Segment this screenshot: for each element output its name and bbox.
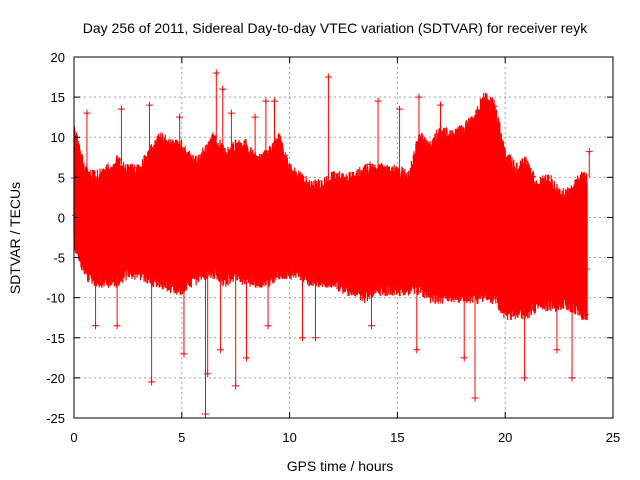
y-tick-label: -20: [46, 371, 65, 386]
outlier-point: [585, 148, 593, 156]
x-tick-label: 0: [70, 430, 77, 445]
tick-label-layer: -25 -20 -15 -10 -5 0 5 10 15 20 0 5 10 15 20 25: [46, 50, 620, 445]
outlier-point: [83, 109, 91, 117]
y-tick-label: 10: [51, 130, 65, 145]
outlier-point: [176, 113, 184, 121]
data-point: [366, 161, 373, 168]
outlier-point: [113, 322, 121, 330]
y-tick-label: 0: [58, 210, 65, 225]
outlier-point: [553, 346, 561, 354]
y-tick-label: 5: [58, 170, 65, 185]
x-axis-label: GPS time / hours: [287, 458, 394, 474]
outlier-point: [145, 101, 153, 109]
outlier-point: [219, 85, 227, 93]
outlier-point: [413, 346, 421, 354]
y-axis-label: SDTVAR / TECUs: [7, 182, 23, 294]
data-point: [491, 103, 498, 110]
outlier-point: [271, 97, 279, 105]
outlier-point: [217, 346, 225, 354]
outlier-point: [148, 378, 156, 386]
y-tick-label: -25: [46, 411, 65, 426]
x-tick-label: 20: [498, 430, 512, 445]
y-tick-label: 15: [51, 90, 65, 105]
outlier-point: [251, 113, 259, 121]
outlier-point: [92, 322, 100, 330]
outlier-point: [262, 97, 270, 105]
outlier-point: [227, 109, 235, 117]
data-layer: [71, 69, 593, 418]
outlier-point: [212, 69, 220, 77]
y-tick-label: -5: [53, 251, 65, 266]
outlier-point: [264, 322, 272, 330]
tick-layer: [73, 56, 614, 419]
outlier-point: [437, 101, 445, 109]
outlier-point: [460, 354, 468, 362]
x-tick-label: 10: [282, 430, 296, 445]
outlier-point: [311, 334, 319, 342]
data-point: [282, 152, 289, 159]
outlier-point: [232, 382, 240, 390]
outlier-point: [368, 322, 376, 330]
outlier-point: [568, 374, 576, 382]
outlier-point: [521, 374, 529, 382]
outlier-point: [242, 354, 250, 362]
x-tick-label: 15: [390, 430, 404, 445]
chart-title: Day 256 of 2011, Sidereal Day-to-day VTE…: [83, 20, 588, 36]
y-tick-label: -10: [46, 291, 65, 306]
outlier-point: [415, 93, 423, 101]
outlier-point: [396, 105, 404, 113]
y-tick-label: -15: [46, 331, 65, 346]
plot-frame: [73, 56, 614, 419]
outlier-point: [324, 73, 332, 81]
y-tick-label: 20: [51, 50, 65, 65]
outlier-point: [471, 394, 479, 402]
x-tick-label: 25: [606, 430, 620, 445]
outlier-point: [180, 350, 188, 358]
outlier-point: [374, 97, 382, 105]
outlier-point: [204, 370, 212, 378]
x-tick-label: 5: [178, 430, 185, 445]
outlier-point: [299, 334, 307, 342]
outlier-point: [117, 105, 125, 113]
outlier-point: [202, 410, 210, 418]
